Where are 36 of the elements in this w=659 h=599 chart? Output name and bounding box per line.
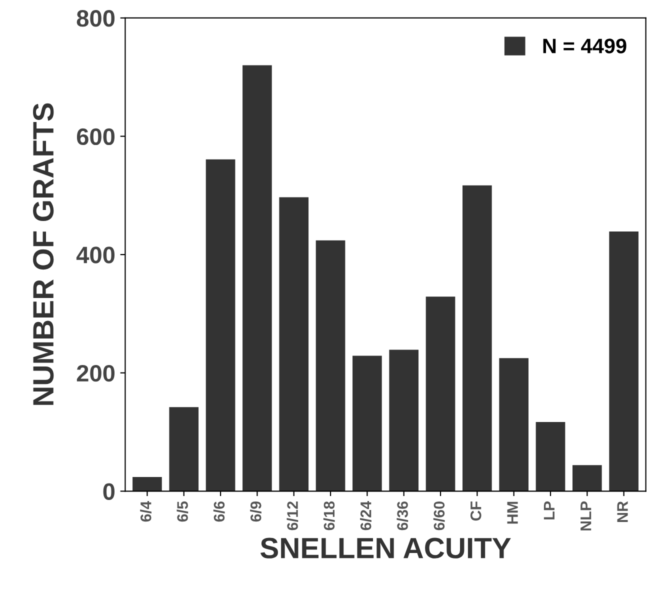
x-axis-title: SNELLEN ACUITY [260,538,511,558]
x-tick-label: 6/36 [396,501,408,530]
bar [206,159,236,492]
x-tick-label: CF [470,501,482,521]
x-tick-label: 6/24 [360,500,372,530]
x-tick-label: NR [617,501,628,522]
bar [279,197,309,492]
bar [572,465,602,492]
y-tick-label: 400 [76,246,115,264]
bar [169,407,199,492]
x-tick-label: LP [544,501,554,520]
x-tick-label: 6/6 [213,501,225,522]
bar [352,356,382,492]
legend-label: N = 4499 [543,38,626,54]
x-tick-label: 6/5 [176,501,188,522]
bar [132,476,162,492]
bar [426,296,456,492]
x-tick-label: NLP [580,501,592,530]
y-axis-title: NUMBER OF GRAFTS [33,103,54,405]
bar [499,358,528,492]
y-tick-label: 600 [76,128,115,146]
bar [609,232,638,492]
x-tick-label: 6/60 [433,502,445,530]
bar [316,240,346,492]
bar [462,185,492,492]
bar [536,422,566,492]
y-tick-label: 0 [103,483,115,500]
bar [242,65,272,492]
x-tick-label: 6/12 [286,502,298,530]
y-tick-label: 200 [76,364,115,382]
x-tick-label: 6/9 [250,501,262,522]
x-tick-label: 6/18 [323,501,335,530]
bar [389,350,419,492]
x-tick-label: HM [507,502,518,524]
x-tick-label: 6/4 [140,500,152,522]
y-tick-label: 800 [76,10,115,27]
